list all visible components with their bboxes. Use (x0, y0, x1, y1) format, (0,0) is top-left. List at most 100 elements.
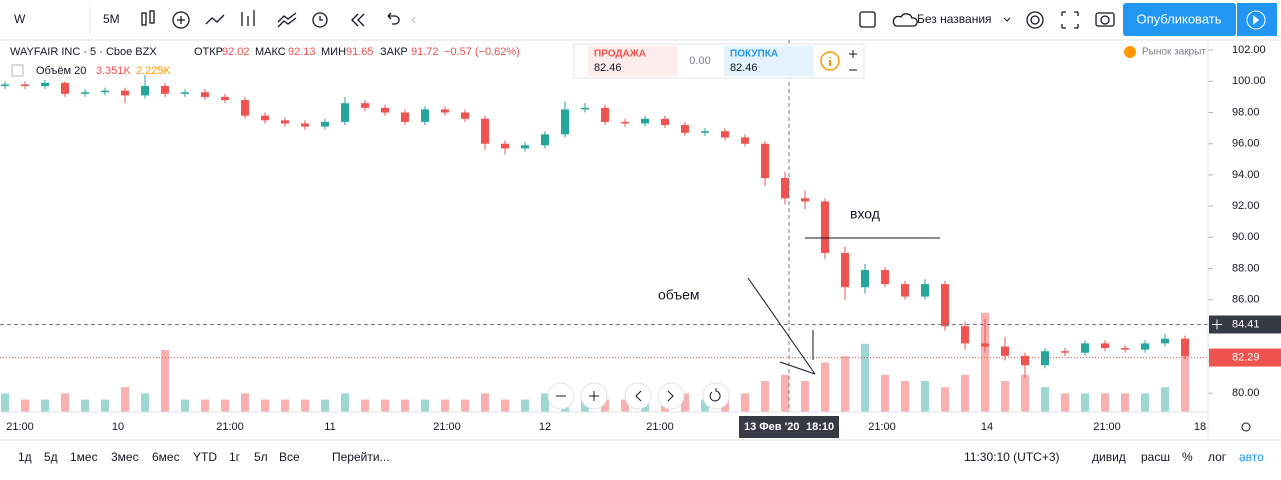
volume-bar (1101, 393, 1109, 412)
scale-option[interactable]: лог (1208, 450, 1227, 464)
scale-option[interactable]: дивид (1092, 450, 1126, 464)
candle-body (301, 123, 309, 127)
last-price-tag (1209, 348, 1281, 367)
high-value: 92.13 (288, 46, 316, 58)
time-label: 21:00 (868, 421, 896, 433)
scale-option[interactable]: % (1182, 450, 1193, 464)
candle-body (1121, 348, 1129, 350)
low-value: 91.65 (346, 46, 374, 58)
price-tick-label: 88.00 (1232, 262, 1260, 274)
time-label: 21:00 (216, 421, 244, 433)
drawings (747, 237, 940, 375)
publish-button[interactable] (1123, 3, 1236, 36)
volume-bar (1041, 387, 1049, 412)
redo[interactable] (411, 16, 416, 24)
replay-play (1253, 15, 1259, 25)
candle-body (941, 284, 949, 327)
close-value: 91.72 (411, 46, 439, 58)
range-button[interactable]: 1г (229, 450, 241, 464)
sell-button[interactable] (588, 46, 678, 76)
toolbar-icons[interactable] (141, 10, 1115, 29)
volume-bar (1061, 393, 1069, 412)
price-tick-label: 100.00 (1232, 75, 1266, 87)
time-label: 21:00 (6, 421, 34, 433)
sell-label: ПРОДАЖА (594, 49, 646, 60)
candle-body (381, 107, 389, 113)
candle-body (101, 90, 109, 93)
volume-name: Объём 20 (36, 65, 86, 77)
candle-body (861, 270, 869, 288)
sell-price: 82.46 (594, 62, 622, 74)
candle-body (1161, 338, 1169, 344)
candle-body (1041, 351, 1049, 366)
volume-bar (1161, 387, 1169, 412)
qty-buttons[interactable] (849, 50, 857, 71)
last-price-label: 82.29 (1232, 351, 1260, 363)
interval[interactable]: 5M (103, 12, 120, 26)
price-tick-label: 96.00 (1232, 138, 1260, 150)
candle-body (161, 86, 169, 94)
range-button[interactable]: YTD (193, 450, 217, 464)
volume-bar (761, 381, 769, 412)
goto-button[interactable]: Перейти... (332, 450, 390, 464)
range-button[interactable]: 6мес (152, 450, 180, 464)
candle-body (661, 118, 669, 126)
scale-option[interactable]: авто (1239, 450, 1264, 464)
nav-buttons[interactable] (547, 382, 730, 410)
buy-button[interactable] (724, 46, 814, 76)
volume-bar (1121, 393, 1129, 412)
volume-bar (21, 399, 29, 412)
low-label: МИН (321, 46, 346, 58)
publish-label: Опубликовать (1136, 11, 1221, 26)
candle-body (821, 201, 829, 253)
replay-icon (1246, 10, 1266, 30)
candle-body (41, 82, 49, 87)
volume-bar (221, 399, 229, 412)
range-button[interactable]: 3мес (111, 450, 139, 464)
candle-body (521, 145, 529, 149)
price-tick-label: 98.00 (1232, 106, 1260, 118)
settings-icon[interactable] (1241, 422, 1251, 432)
candle-body (601, 107, 609, 122)
range-button[interactable]: 5л (254, 450, 268, 464)
volume-bar (1081, 393, 1089, 412)
volume-bar (321, 399, 329, 412)
time-label: 21:00 (646, 421, 674, 433)
candle-body (981, 343, 989, 347)
candle-body (921, 284, 929, 297)
symbol[interactable]: W (14, 12, 26, 26)
candle-body (201, 92, 209, 97)
volume-bar (921, 381, 929, 412)
volume-bar (1001, 381, 1009, 412)
volume-bar (821, 362, 829, 412)
volume-bar (741, 393, 749, 412)
collapse-toggle[interactable] (11, 64, 24, 77)
candle-body (801, 198, 809, 202)
candle-body (741, 137, 749, 144)
range-button[interactable]: 1мес (70, 450, 98, 464)
candle-body (841, 252, 849, 288)
scale-option[interactable]: расш (1141, 450, 1170, 464)
candle-body (141, 86, 149, 96)
time-label: 21:00 (1093, 421, 1121, 433)
range-button[interactable]: Все (279, 450, 300, 464)
info-icon[interactable] (820, 51, 840, 71)
plot-area: 102.00100.0098.0096.0094.0092.0090.0088.… (0, 40, 1281, 438)
volume-bar (541, 393, 549, 412)
candle-body (81, 92, 89, 94)
candle-body (401, 112, 409, 122)
candle-body (1001, 346, 1009, 356)
candle-body (501, 143, 509, 149)
layout-name[interactable]: Без названия (917, 12, 992, 26)
range-button[interactable]: 1д (18, 450, 32, 464)
volume-bar (901, 381, 909, 412)
candle-body (761, 143, 769, 179)
crosshair-price-label: 84.41 (1232, 318, 1260, 330)
volume-bar (881, 374, 889, 412)
open-label: ОТКР (194, 46, 223, 58)
candle-body (361, 103, 369, 108)
volume-bar (341, 393, 349, 412)
candle-body (461, 112, 469, 119)
range-button[interactable]: 5д (44, 450, 58, 464)
